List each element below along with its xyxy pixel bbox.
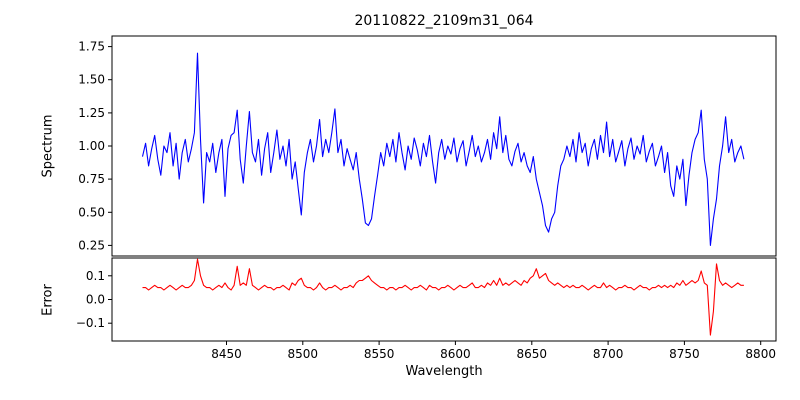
- spectrum-y-tick-label: 1.50: [78, 73, 105, 87]
- spectrum-y-tick-label: 0.50: [78, 205, 105, 219]
- x-tick-label: 8450: [211, 347, 242, 361]
- spectrum-axes-frame: [111, 35, 777, 257]
- wavelength-axis-label: Wavelength: [405, 364, 483, 379]
- x-tick-label: 8550: [364, 347, 395, 361]
- spectrum-line: [141, 52, 745, 246]
- spectrum-y-tick-label: 0.75: [78, 172, 105, 186]
- spectrum-y-tick-label: 1.75: [78, 40, 105, 54]
- error-y-tick-label: 0.1: [86, 269, 105, 283]
- x-tick-label: 8750: [669, 347, 700, 361]
- spectrum-y-tick-label: 0.25: [78, 238, 105, 252]
- x-tick-label: 8700: [593, 347, 624, 361]
- x-tick-label: 8650: [517, 347, 548, 361]
- spectrum-y-tick-label: 1.00: [78, 139, 105, 153]
- chart-title: 20110822_2109m31_064: [354, 13, 534, 29]
- x-tick-label: 8800: [745, 347, 776, 361]
- error-axes-frame: [111, 257, 777, 342]
- x-tick-label: 8500: [288, 347, 319, 361]
- error-y-tick-label: −0.1: [76, 316, 105, 330]
- spectrum-y-tick-label: 1.25: [78, 106, 105, 120]
- x-tick-label: 8600: [440, 347, 471, 361]
- error-y-tick-label: 0.0: [86, 293, 105, 307]
- error-line: [142, 258, 744, 336]
